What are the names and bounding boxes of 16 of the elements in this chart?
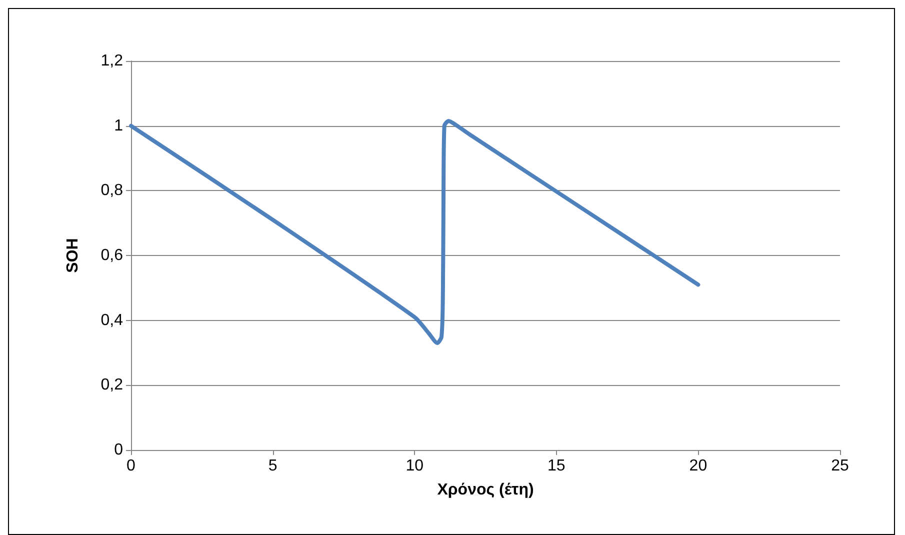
- x-tick-label: 25: [831, 458, 849, 474]
- x-tick-label: 0: [126, 458, 136, 474]
- y-tick-label: 0: [114, 442, 124, 458]
- y-axis-title: SOH: [64, 238, 82, 273]
- y-tick-label: 0,8: [100, 182, 124, 200]
- x-axis-title: Χρόνος (έτη): [437, 482, 534, 498]
- x-tick-label: 5: [268, 458, 278, 474]
- x-tick-label: 15: [548, 458, 566, 474]
- x-tick-label: 20: [689, 458, 708, 474]
- y-tick-label: 0,2: [100, 376, 124, 394]
- y-tick-label: 1,2: [100, 52, 124, 70]
- line-series: [129, 118, 700, 346]
- y-tick-label: 0,6: [100, 247, 124, 264]
- x-tick-label: 10: [406, 458, 424, 474]
- y-tick-label: 0,4: [100, 312, 124, 329]
- y-tick-label: 1: [114, 117, 124, 134]
